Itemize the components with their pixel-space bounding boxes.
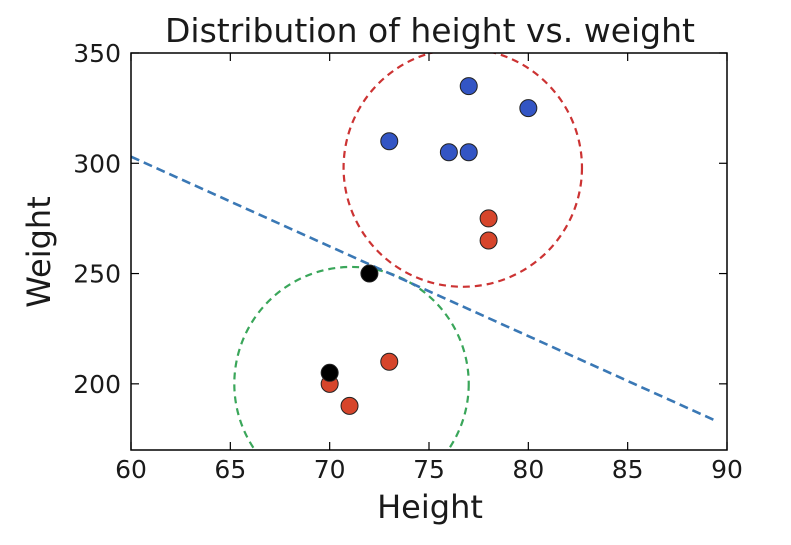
y-tick-label: 350 (73, 39, 121, 68)
x-tick-label: 85 (612, 455, 644, 484)
data-point-red-2 (340, 396, 359, 415)
x-axis-label: Height (377, 488, 483, 526)
data-point-red-3 (380, 352, 399, 371)
data-point-red-4 (479, 209, 498, 228)
x-tick-label: 65 (214, 455, 246, 484)
data-point-red-5 (479, 231, 498, 250)
x-tick-label: 80 (512, 455, 544, 484)
cluster-circle-1 (342, 53, 584, 288)
decision-boundary-line (131, 155, 718, 423)
y-axis-label: Weight (20, 196, 58, 307)
x-tick-label: 70 (314, 455, 346, 484)
data-point-blue-4 (459, 77, 478, 96)
data-point-blue-2 (439, 143, 458, 162)
y-tick-label: 200 (73, 370, 121, 399)
plot-content (131, 53, 718, 450)
data-point-black-2 (360, 264, 379, 283)
data-point-black-1 (320, 363, 339, 382)
x-tick-label: 90 (711, 455, 743, 484)
data-point-blue-1 (380, 132, 399, 151)
y-tick-label: 300 (73, 149, 121, 178)
chart-title: Distribution of height vs. weight (165, 11, 695, 50)
axes-frame (130, 52, 728, 451)
plot-area: 60 65 70 75 80 85 90 200 250 300 350 (73, 39, 743, 484)
data-point-blue-5 (519, 99, 538, 118)
data-point-blue-3 (459, 143, 478, 162)
cluster-circle-2 (233, 265, 470, 450)
x-tick-label: 60 (115, 455, 147, 484)
y-tick-label: 250 (73, 260, 121, 289)
x-tick-label: 75 (413, 455, 445, 484)
